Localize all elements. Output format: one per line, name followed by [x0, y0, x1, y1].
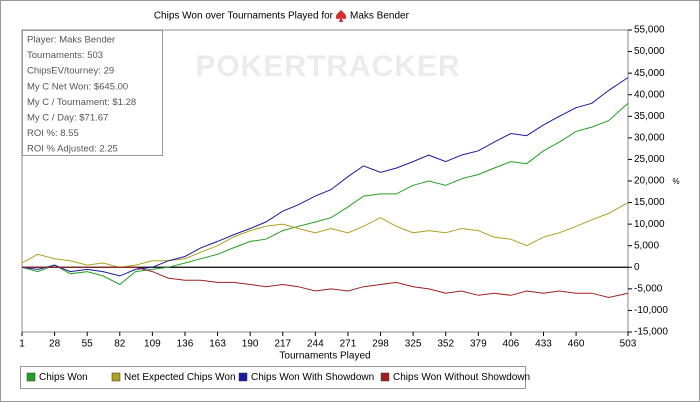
- x-tick-label: 460: [568, 339, 585, 350]
- legend-label: Chips Won With Showdown: [251, 372, 374, 383]
- x-tick-label: 55: [82, 339, 94, 350]
- info-line: Player: Maks Bender: [27, 35, 115, 46]
- x-tick-label: 217: [274, 339, 291, 350]
- x-tick-label: 325: [405, 339, 422, 350]
- y-tick-label: 30,000: [634, 132, 665, 143]
- x-tick-label: 109: [144, 339, 161, 350]
- spade-icon: [335, 10, 347, 22]
- x-tick-label: 406: [503, 339, 520, 350]
- series-line: [21, 77, 629, 277]
- y-tick-label: 20,000: [634, 176, 665, 187]
- x-tick-label: 1: [19, 339, 25, 350]
- legend-label: Chips Won: [39, 372, 88, 383]
- info-box: [22, 30, 163, 156]
- x-tick-label: 136: [177, 339, 194, 350]
- legend: [20, 366, 526, 389]
- info-line: My C Net Won: $645.00: [27, 81, 128, 92]
- series-line: [21, 102, 629, 286]
- legend-swatch: [26, 372, 36, 382]
- legend-swatch: [380, 372, 390, 382]
- info-line: Tournaments: 503: [27, 50, 103, 61]
- x-tick-label: 82: [114, 339, 126, 350]
- x-tick-label: 28: [49, 339, 61, 350]
- x-tick-label: 244: [307, 339, 324, 350]
- y-tick-label: 45,000: [634, 68, 665, 79]
- y-tick-label: 35,000: [634, 111, 665, 122]
- x-tick-label: 298: [372, 339, 389, 350]
- y-tick-label: 40,000: [634, 89, 665, 100]
- y-axis-title: %: [672, 177, 679, 186]
- chart-title-player: Maks Bender: [350, 11, 410, 22]
- info-line: ROI % Adjusted: 2.25: [27, 144, 118, 155]
- y-tick-label: 55,000: [634, 25, 665, 36]
- x-tick-label: 271: [340, 339, 357, 350]
- y-tick-label: -10,000: [634, 305, 668, 316]
- legend-items: Chips Won Net Expected Chips Won Chips Won…: [26, 372, 530, 383]
- legend-swatch: [111, 372, 121, 382]
- legend-label: Chips Won Without Showdown: [393, 372, 530, 383]
- x-tick-label: 163: [209, 339, 226, 350]
- y-tick-label: -15,000: [634, 327, 668, 338]
- info-line: My C / Tournament: $1.28: [27, 97, 136, 108]
- x-axis-title: Tournaments Played: [279, 351, 370, 362]
- y-tick-label: 5,000: [634, 240, 659, 251]
- y-tick-label: 25,000: [634, 154, 665, 165]
- y-tick-label: -5,000: [634, 283, 663, 294]
- legend-label: Net Expected Chips Won: [124, 372, 236, 383]
- series-line: [22, 266, 629, 299]
- y-tick-label: 50,000: [634, 46, 665, 57]
- chart-title: Chips Won over Tournaments Played for: [154, 11, 334, 22]
- y-tick-label: 15,000: [634, 197, 665, 208]
- watermark: POKERTRACKER: [195, 50, 460, 83]
- info-lines: Player: Maks Bender Tournaments: 503 Chips…: [27, 35, 136, 155]
- x-tick-label: 352: [437, 339, 454, 350]
- info-line: My C / Day: $71.67: [27, 113, 108, 124]
- x-tick-label: 190: [242, 339, 259, 350]
- y-tick-label: 0: [634, 262, 640, 273]
- info-line: ROI %: 8.55: [27, 128, 79, 139]
- legend-swatch: [238, 372, 248, 382]
- info-line: ChipsEV/tourney: 29: [27, 66, 114, 77]
- x-tick-label: 503: [620, 339, 637, 350]
- x-tick-label: 433: [535, 339, 552, 350]
- plot-area: -15,000 -10,000 -5,000 0 5,000 10,000 15,000 20…: [19, 25, 679, 362]
- y-tick-label: 10,000: [634, 219, 665, 230]
- x-tick-label: 379: [470, 339, 487, 350]
